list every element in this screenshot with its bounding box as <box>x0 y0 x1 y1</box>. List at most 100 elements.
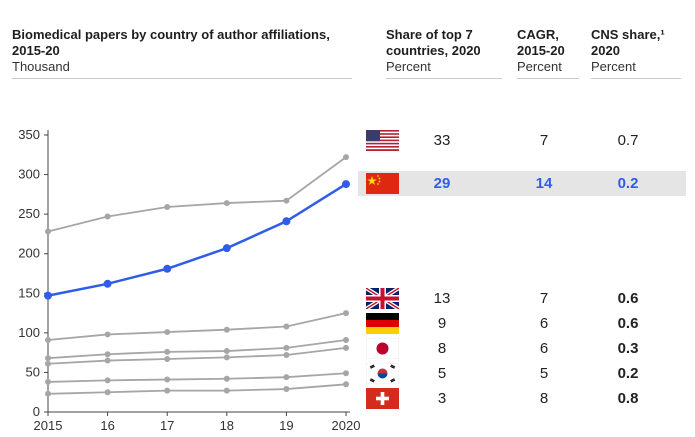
data-point <box>45 336 51 343</box>
data-point <box>343 381 349 388</box>
column-heading: CAGR, 2015-20 <box>517 27 565 58</box>
data-point <box>45 378 51 385</box>
data-point <box>164 204 171 211</box>
column-header-cagr: CAGR, 2015-20 Percent <box>517 27 587 75</box>
data-point <box>164 376 171 383</box>
data-point-highlight <box>103 279 112 288</box>
data-point <box>104 377 111 384</box>
y-tick-label: 100 <box>18 325 40 340</box>
cns-cell: 0.6 <box>617 315 639 332</box>
cns-cell: 0.2 <box>617 175 639 192</box>
cns-cell: 0.2 <box>617 365 639 382</box>
data-point <box>343 370 349 377</box>
column-unit: Percent <box>517 59 562 74</box>
data-point <box>104 351 111 358</box>
cagr-cell: 6 <box>539 340 549 357</box>
chart-title-block: Biomedical papers by country of author a… <box>12 27 352 75</box>
south-korea-flag-icon <box>366 363 399 384</box>
us-flag-icon <box>366 130 399 151</box>
column-unit: Percent <box>591 59 636 74</box>
y-tick-label: 150 <box>18 285 40 300</box>
data-point <box>223 348 230 355</box>
series-line <box>47 339 347 360</box>
cagr-cell: 7 <box>539 290 549 307</box>
data-point <box>164 387 171 394</box>
data-point-highlight <box>282 217 291 226</box>
column-heading: CNS share,¹ 2020 <box>591 27 665 58</box>
cagr-cell: 14 <box>535 175 553 192</box>
highlight-row-background <box>358 171 686 196</box>
data-point-highlight <box>222 244 231 253</box>
x-tick-label: 18 <box>220 418 234 433</box>
share-cell: 33 <box>433 132 451 149</box>
cns-cell: 0.6 <box>617 290 639 307</box>
data-point <box>223 387 230 394</box>
data-point <box>283 323 290 330</box>
data-point <box>343 310 349 317</box>
share-cell: 5 <box>437 365 447 382</box>
cns-cell: 0.7 <box>617 132 639 149</box>
share-cell: 29 <box>433 175 451 192</box>
column-rule <box>591 78 681 79</box>
data-point <box>283 344 290 351</box>
series-line <box>47 312 347 341</box>
y-tick-label: 0 <box>33 404 40 419</box>
column-rule <box>517 78 579 79</box>
data-point <box>223 375 230 382</box>
chart-unit: Thousand <box>12 59 70 74</box>
data-point <box>104 389 111 396</box>
y-tick-label: 200 <box>18 246 40 261</box>
column-header-share: Share of top 7 countries, 2020 Percent <box>386 27 511 75</box>
cagr-cell: 6 <box>539 315 549 332</box>
y-tick-label: 300 <box>18 167 40 182</box>
data-point <box>104 331 111 338</box>
x-tick-label: 17 <box>160 418 174 433</box>
cagr-cell: 8 <box>539 390 549 407</box>
share-cell: 8 <box>437 340 447 357</box>
data-point <box>45 228 51 235</box>
data-point <box>104 213 111 220</box>
x-tick-label: 2020 <box>332 418 361 433</box>
share-cell: 13 <box>433 290 451 307</box>
data-point <box>343 336 349 343</box>
data-point <box>343 154 349 161</box>
data-point <box>223 200 230 207</box>
cns-cell: 0.3 <box>617 340 639 357</box>
uk-flag-icon <box>366 288 399 309</box>
cagr-cell: 5 <box>539 365 549 382</box>
column-unit: Percent <box>386 59 431 74</box>
x-tick-label: 16 <box>100 418 114 433</box>
data-point <box>164 348 171 355</box>
data-point <box>164 329 171 336</box>
x-tick-label: 2015 <box>34 418 63 433</box>
data-point-highlight <box>342 180 350 189</box>
data-point <box>164 355 171 362</box>
data-point <box>45 390 51 397</box>
series-line <box>47 156 347 233</box>
chart-title: Biomedical papers by country of author a… <box>12 27 330 58</box>
x-tick-label: 19 <box>279 418 293 433</box>
series-line <box>47 383 347 395</box>
switzerland-flag-icon <box>366 388 399 409</box>
data-point <box>223 326 230 333</box>
column-rule <box>386 78 502 79</box>
cns-cell: 0.8 <box>617 390 639 407</box>
data-point <box>283 386 290 393</box>
column-header-cns: CNS share,¹ 2020 Percent <box>591 27 681 75</box>
series-line <box>47 372 347 383</box>
y-tick-label: 250 <box>18 206 40 221</box>
share-cell: 3 <box>437 390 447 407</box>
data-point <box>283 352 290 359</box>
japan-flag-icon <box>366 338 399 359</box>
data-point <box>45 360 51 367</box>
germany-flag-icon <box>366 313 399 334</box>
title-rule <box>12 78 352 79</box>
china-flag-icon <box>366 173 399 194</box>
series-line <box>47 347 347 365</box>
data-point <box>283 197 290 204</box>
y-tick-label: 350 <box>18 127 40 142</box>
data-point-highlight <box>163 264 172 273</box>
data-point <box>45 355 51 362</box>
data-point-highlight <box>44 291 52 300</box>
